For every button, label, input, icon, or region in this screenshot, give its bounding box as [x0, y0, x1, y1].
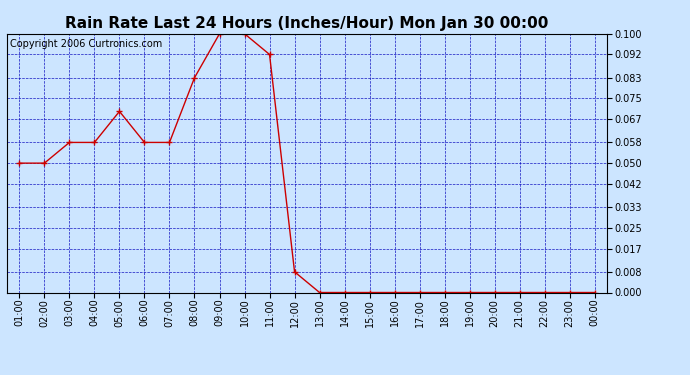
Title: Rain Rate Last 24 Hours (Inches/Hour) Mon Jan 30 00:00: Rain Rate Last 24 Hours (Inches/Hour) Mo…	[66, 16, 549, 31]
Text: Copyright 2006 Curtronics.com: Copyright 2006 Curtronics.com	[10, 39, 162, 49]
